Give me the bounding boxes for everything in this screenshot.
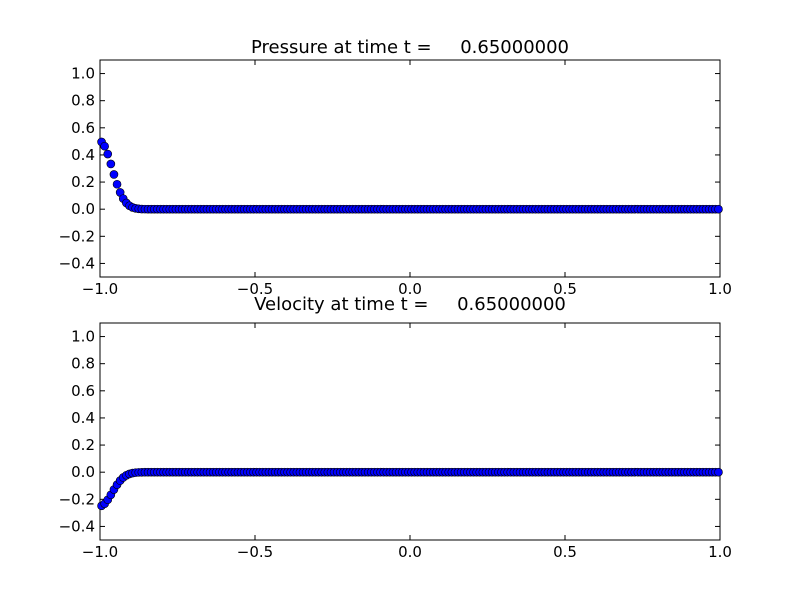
pressure-xtick-label: −1.0	[82, 280, 118, 298]
pressure-points	[97, 137, 723, 214]
pressure-axes-frame	[99, 59, 721, 278]
pressure-data-point	[109, 170, 119, 179]
pressure-ytick-label: 0.2	[71, 173, 95, 191]
velocity-axes-frame	[99, 322, 721, 541]
pressure-ytick-label: 0.8	[71, 92, 95, 110]
pressure-data-point	[103, 149, 113, 159]
velocity-ytick-label: 0.8	[71, 355, 95, 373]
velocity-ytick-label: 1.0	[71, 328, 95, 346]
pressure-ytick-label: −0.2	[59, 227, 95, 245]
velocity-title: Velocity at time t = 0.65000000	[254, 294, 566, 315]
pressure-ytick-label: 1.0	[71, 65, 95, 83]
pressure-ytick-label: 0.6	[71, 119, 95, 137]
pressure-ytick-label: −0.4	[59, 254, 95, 272]
velocity-points	[97, 467, 723, 511]
velocity-xtick-label: −1.0	[82, 543, 118, 561]
pressure-xtick-label: −0.5	[237, 280, 273, 298]
velocity-ytick-label: −0.4	[59, 517, 95, 535]
pressure-xtick-label: 0.5	[553, 280, 577, 298]
pressure-data-point	[112, 179, 122, 189]
velocity-ytick-label: −0.2	[59, 490, 95, 508]
pressure-xtick-label: 0.0	[398, 280, 422, 298]
pressure-title: Pressure at time t = 0.65000000	[251, 37, 569, 58]
pressure-xtick-label: 1.0	[708, 280, 732, 298]
velocity-ytick-label: 0.4	[71, 409, 95, 427]
pressure-subplot: Pressure at time t = 0.65000000 −1.0 −0.5…	[59, 37, 732, 298]
velocity-xtick-label: 0.5	[553, 543, 577, 561]
pressure-ticks: −1.0 −0.5 0.0 0.5 1.0 −0.4 −0.2 0.0 0.2 0.4 0.6 0.8…	[59, 60, 732, 298]
velocity-data-point	[714, 467, 723, 477]
velocity-xtick-label: −0.5	[237, 543, 273, 561]
velocity-ytick-label: 0.2	[71, 436, 95, 454]
velocity-subplot: Velocity at time t = 0.65000000 −1.0 −0.5…	[59, 294, 732, 561]
pressure-data-point	[100, 141, 109, 151]
velocity-ytick-label: 0.0	[71, 463, 95, 481]
velocity-ytick-label: 0.6	[71, 382, 95, 400]
velocity-ticks: −1.0 −0.5 0.0 0.5 1.0 −0.4 −0.2 0.0 0.2 0.4 0.6 0.8…	[59, 323, 732, 561]
pressure-ytick-label: 0.4	[71, 146, 95, 164]
pressure-data-point	[714, 204, 723, 214]
velocity-xtick-label: 1.0	[708, 543, 732, 561]
pressure-ytick-label: 0.0	[71, 200, 95, 218]
pressure-data-point	[106, 159, 116, 169]
velocity-xtick-label: 0.0	[398, 543, 422, 561]
